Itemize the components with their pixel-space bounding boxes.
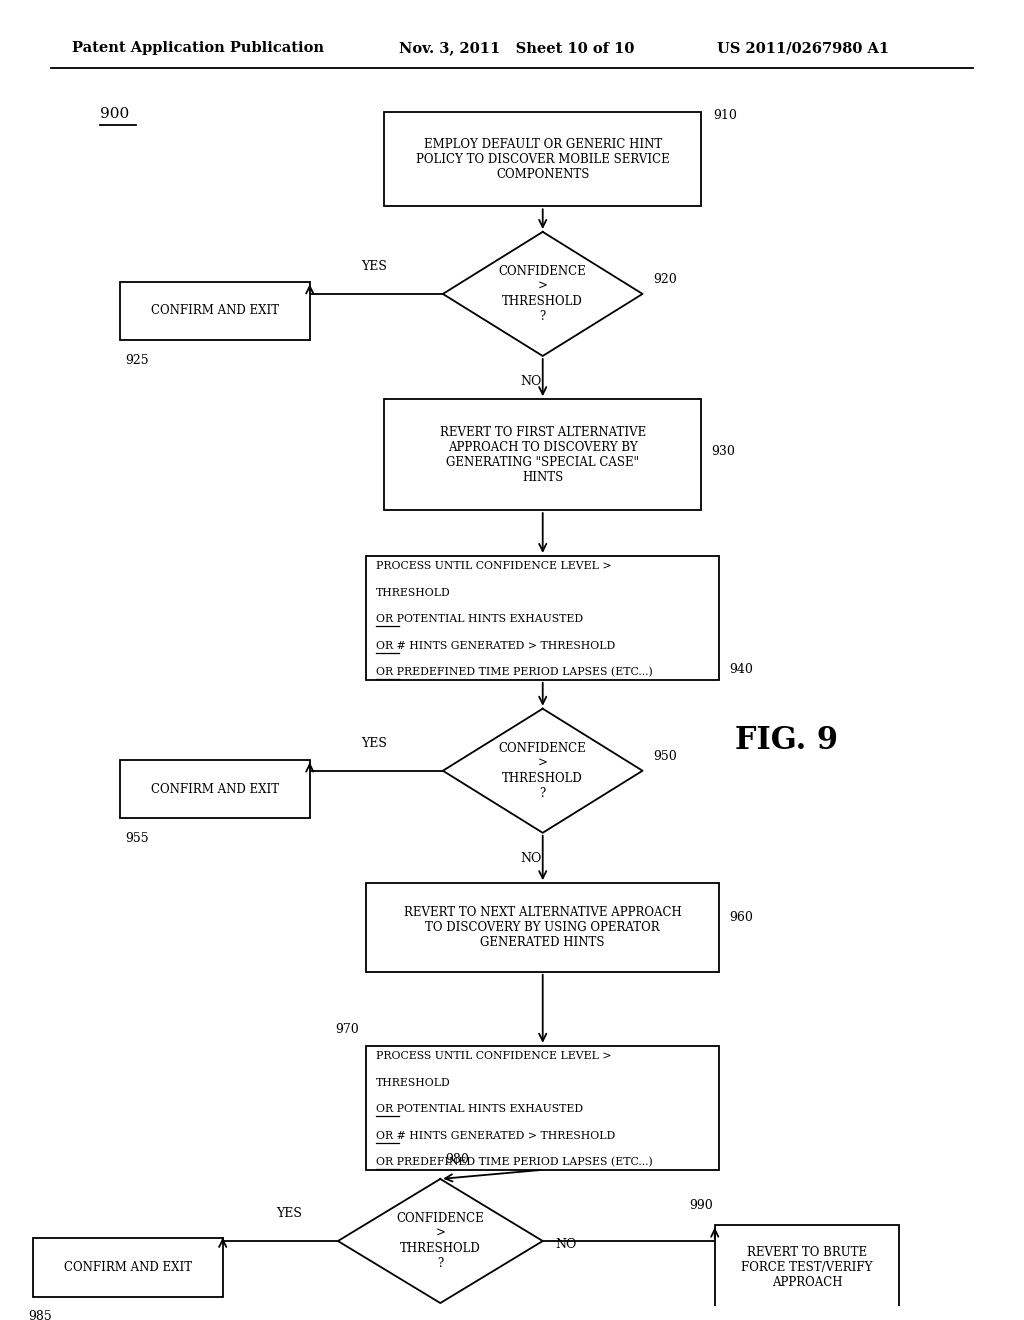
Text: 970: 970	[336, 1023, 359, 1036]
Text: FIG. 9: FIG. 9	[735, 725, 839, 756]
Text: OR POTENTIAL HINTS EXHAUSTED: OR POTENTIAL HINTS EXHAUSTED	[377, 614, 584, 624]
Text: PROCESS UNTIL CONFIDENCE LEVEL >: PROCESS UNTIL CONFIDENCE LEVEL >	[377, 1051, 611, 1061]
Text: YES: YES	[360, 737, 387, 750]
FancyBboxPatch shape	[33, 1238, 223, 1296]
FancyBboxPatch shape	[715, 1225, 899, 1309]
Text: 910: 910	[714, 108, 737, 121]
Text: 985: 985	[29, 1309, 52, 1320]
Text: 940: 940	[729, 664, 754, 676]
Text: CONFIDENCE
>
THRESHOLD
?: CONFIDENCE > THRESHOLD ?	[499, 742, 587, 800]
Text: YES: YES	[360, 260, 387, 273]
Text: THRESHOLD: THRESHOLD	[377, 587, 451, 598]
Text: NO: NO	[555, 1238, 577, 1250]
Text: 900: 900	[100, 107, 130, 120]
FancyBboxPatch shape	[367, 556, 719, 680]
Polygon shape	[442, 709, 643, 833]
Text: CONFIRM AND EXIT: CONFIRM AND EXIT	[63, 1261, 193, 1274]
Text: OR # HINTS GENERATED > THRESHOLD: OR # HINTS GENERATED > THRESHOLD	[377, 640, 615, 651]
Text: 925: 925	[125, 354, 150, 367]
FancyBboxPatch shape	[384, 112, 701, 206]
Text: THRESHOLD: THRESHOLD	[377, 1077, 451, 1088]
Polygon shape	[338, 1179, 543, 1303]
Text: OR PREDEFINED TIME PERIOD LAPSES (ETC...): OR PREDEFINED TIME PERIOD LAPSES (ETC...…	[377, 667, 653, 677]
Text: OR PREDEFINED TIME PERIOD LAPSES (ETC...): OR PREDEFINED TIME PERIOD LAPSES (ETC...…	[377, 1156, 653, 1167]
Text: Nov. 3, 2011   Sheet 10 of 10: Nov. 3, 2011 Sheet 10 of 10	[399, 41, 635, 55]
FancyBboxPatch shape	[121, 281, 309, 341]
FancyBboxPatch shape	[384, 399, 701, 510]
Text: OR POTENTIAL HINTS EXHAUSTED: OR POTENTIAL HINTS EXHAUSTED	[377, 1104, 584, 1114]
Text: US 2011/0267980 A1: US 2011/0267980 A1	[717, 41, 889, 55]
Text: OR # HINTS GENERATED > THRESHOLD: OR # HINTS GENERATED > THRESHOLD	[377, 1130, 615, 1140]
FancyBboxPatch shape	[121, 759, 309, 818]
Text: 980: 980	[445, 1154, 469, 1167]
Text: REVERT TO BRUTE
FORCE TEST/VERIFY
APPROACH: REVERT TO BRUTE FORCE TEST/VERIFY APPROA…	[741, 1246, 872, 1288]
Text: CONFIRM AND EXIT: CONFIRM AND EXIT	[151, 783, 280, 796]
Text: 960: 960	[729, 911, 754, 924]
FancyBboxPatch shape	[367, 883, 719, 972]
Text: 950: 950	[653, 750, 677, 763]
Text: Patent Application Publication: Patent Application Publication	[72, 41, 324, 55]
Text: REVERT TO NEXT ALTERNATIVE APPROACH
TO DISCOVERY BY USING OPERATOR
GENERATED HIN: REVERT TO NEXT ALTERNATIVE APPROACH TO D…	[403, 906, 682, 949]
Text: CONFIDENCE
>
THRESHOLD
?: CONFIDENCE > THRESHOLD ?	[499, 265, 587, 323]
Text: YES: YES	[276, 1208, 302, 1221]
Text: CONFIDENCE
>
THRESHOLD
?: CONFIDENCE > THRESHOLD ?	[396, 1212, 484, 1270]
Text: NO: NO	[520, 851, 542, 865]
Text: EMPLOY DEFAULT OR GENERIC HINT
POLICY TO DISCOVER MOBILE SERVICE
COMPONENTS: EMPLOY DEFAULT OR GENERIC HINT POLICY TO…	[416, 137, 670, 181]
Text: NO: NO	[520, 375, 542, 388]
Text: 920: 920	[653, 273, 677, 286]
Text: 930: 930	[712, 445, 735, 458]
Text: 955: 955	[125, 832, 150, 845]
FancyBboxPatch shape	[367, 1045, 719, 1170]
Text: REVERT TO FIRST ALTERNATIVE
APPROACH TO DISCOVERY BY
GENERATING "SPECIAL CASE"
H: REVERT TO FIRST ALTERNATIVE APPROACH TO …	[439, 425, 646, 483]
Text: PROCESS UNTIL CONFIDENCE LEVEL >: PROCESS UNTIL CONFIDENCE LEVEL >	[377, 561, 611, 572]
Text: 990: 990	[689, 1199, 713, 1212]
Text: CONFIRM AND EXIT: CONFIRM AND EXIT	[151, 305, 280, 317]
Polygon shape	[442, 232, 643, 356]
